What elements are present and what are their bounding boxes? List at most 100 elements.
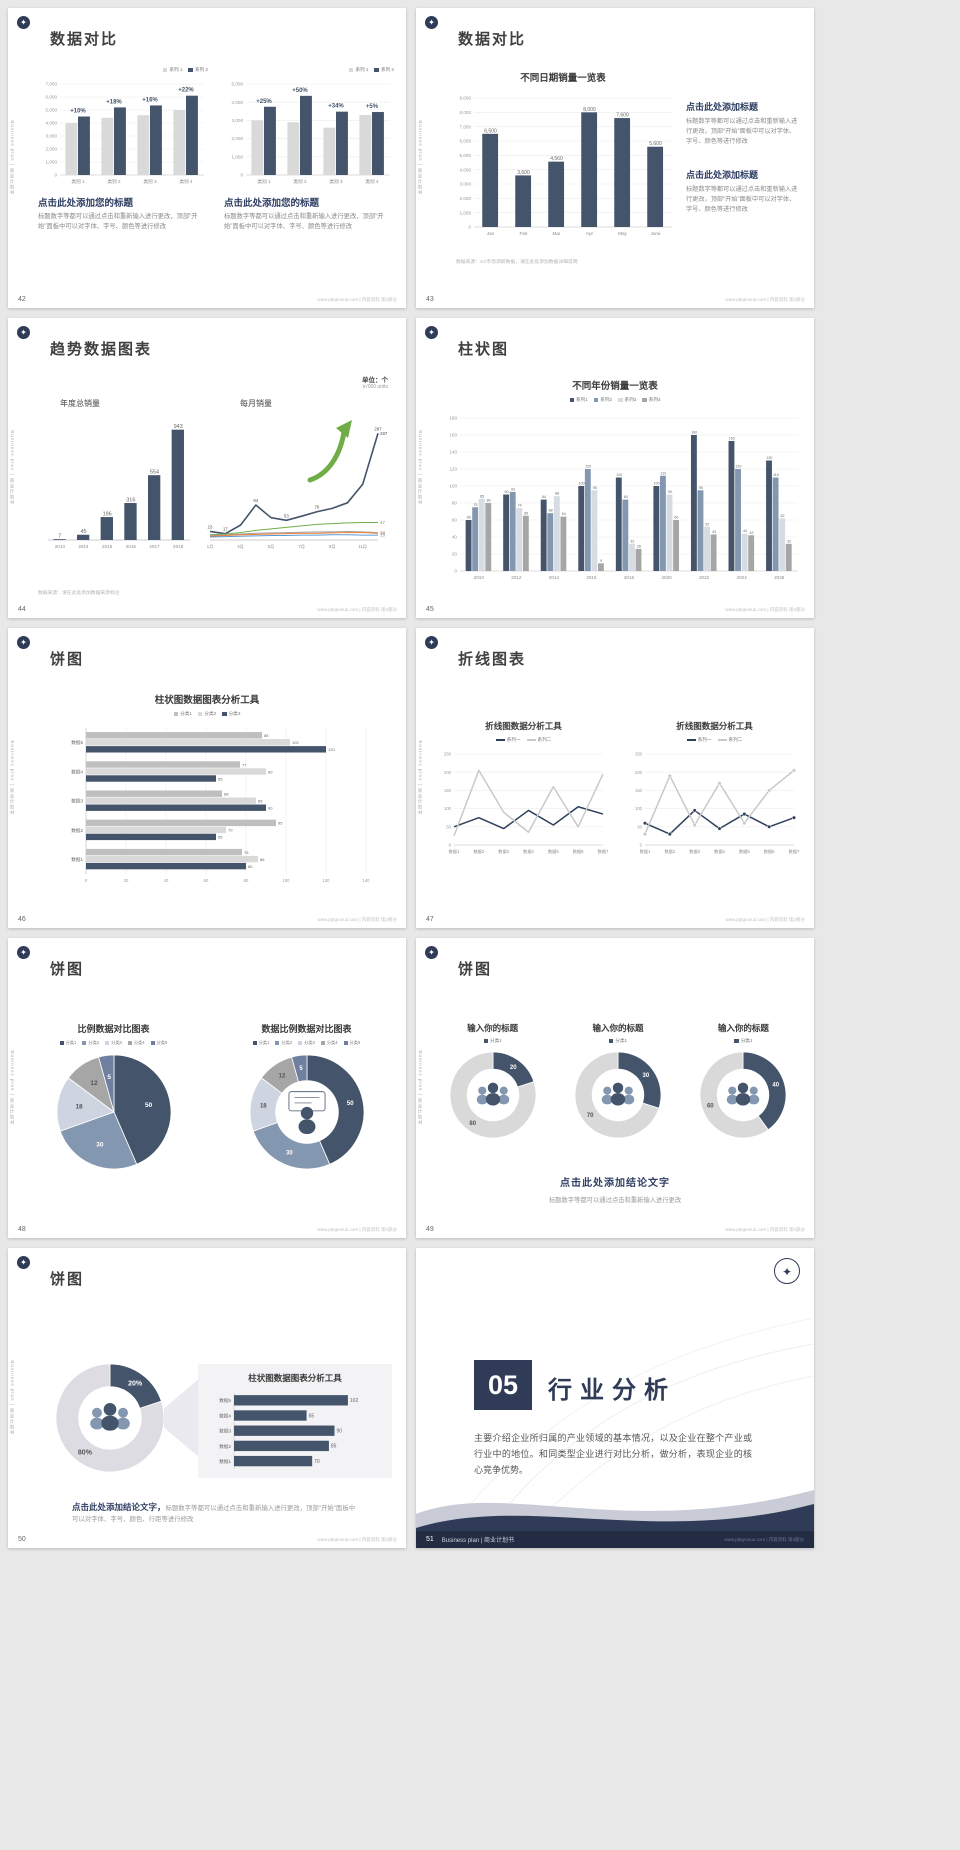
footer-text: www.pptgrosua.com | 内容资料 第2部分: [725, 1227, 805, 1232]
chart-title: 年度总销量: [60, 399, 100, 408]
svg-text:74: 74: [518, 504, 522, 508]
chart-legend: 分类1: [681, 1037, 806, 1045]
slide-46[interactable]: ✦ Business plan | 商业计划书 饼图 柱状图数据图表分析工具 分…: [8, 628, 406, 928]
grouped-bar-chart: 0 1,000 2,000 3,000 4,000 5,000 6,000 7,000 +10%…: [38, 74, 208, 186]
chart-panels: 折线图数据分析工具 系列一 系列二 0 50 100 150 200 250 数据1 数据2 数据…: [438, 720, 800, 856]
sidebar-vertical-text: Business plan | 商业计划书: [10, 740, 15, 816]
svg-text:84: 84: [624, 495, 628, 499]
svg-text:+16%: +16%: [142, 97, 158, 103]
panel-heading: 点击此处添加您的标题: [224, 198, 320, 209]
slide-43[interactable]: ✦ Business plan | 商业计划书 数据对比 不同日期销量一览表 0…: [416, 8, 814, 308]
chart-title: 不同日期销量一览表: [520, 73, 606, 84]
svg-text:数据1: 数据1: [640, 848, 651, 855]
svg-text:80%: 80%: [78, 1450, 93, 1457]
data-source-note: 数据来源：请在此处添加数据来源标注: [38, 591, 120, 596]
svg-text:5,000: 5,000: [232, 82, 244, 87]
funnel-shape: [164, 1378, 200, 1458]
svg-text:2,000: 2,000: [46, 147, 58, 152]
svg-text:11月: 11月: [358, 544, 367, 550]
page-number: 50: [18, 1536, 26, 1543]
page-number: 43: [426, 296, 434, 303]
brand-logo-icon: ✦: [17, 326, 30, 339]
svg-text:60: 60: [204, 878, 209, 883]
people-icon: [90, 1403, 130, 1431]
footer-text: www.pptgrosua.com | 内容资料 第2部分: [317, 297, 397, 302]
svg-text:9月: 9月: [329, 544, 336, 550]
chart-title: 不同年份销量一览表: [572, 381, 658, 392]
block-body-text: 标题数字等都可以通过点击和重新输入进行更改，顶部“开始”面板中可以对字体、字号、…: [686, 118, 798, 146]
svg-text:62: 62: [781, 514, 785, 518]
svg-text:65: 65: [218, 835, 223, 840]
side-text-blocks: 点击此处添加标题 标题数字等都可以通过点击和重新输入进行更改，顶部“开始”面板中…: [686, 100, 800, 215]
svg-text:0: 0: [240, 173, 243, 178]
chart-title: 输入你的标题: [467, 1023, 519, 1033]
svg-text:200: 200: [635, 770, 643, 775]
svg-text:160: 160: [449, 433, 457, 438]
svg-text:1,000: 1,000: [232, 154, 244, 159]
svg-text:100: 100: [444, 806, 452, 811]
svg-text:2,000: 2,000: [460, 196, 472, 201]
svg-text:112: 112: [660, 471, 666, 475]
footer-text: www.pptgrosua.com | 内容资料 第2部分: [317, 1227, 397, 1232]
svg-text:+10%: +10%: [70, 109, 86, 115]
slide-51[interactable]: ✦ 05 行业分析 主要介绍企业所归属的产业领域的基本情况，以及企业在整个产业或…: [416, 1248, 814, 1548]
svg-text:120: 120: [323, 878, 331, 883]
footer-label: Business plan | 商业计划书: [441, 1538, 515, 1544]
svg-text:18: 18: [75, 1104, 83, 1111]
donut-panel: 数据比例数据对比图表 分类1 分类2 分类3 分类4 分类5 50 30 18 12 5: [221, 1022, 392, 1173]
slide-49[interactable]: ✦ Business plan | 商业计划书 饼图 输入你的标题 分类1 20…: [416, 938, 814, 1238]
people-icon: [476, 1082, 509, 1106]
svg-text:9,000: 9,000: [460, 96, 472, 101]
svg-text:85: 85: [258, 799, 263, 804]
panel-heading: 点击此处添加您的标题: [38, 198, 134, 209]
svg-text:84: 84: [542, 495, 546, 499]
svg-text:数据7: 数据7: [598, 848, 609, 855]
svg-text:数据2: 数据2: [664, 848, 675, 855]
footer-text: www.pptgrosua.com | 内容资料 第2部分: [317, 917, 397, 922]
page-number: 48: [18, 1226, 26, 1233]
svg-text:20%: 20%: [128, 1380, 143, 1387]
svg-text:数据4: 数据4: [523, 848, 534, 855]
svg-text:70: 70: [228, 828, 233, 833]
svg-text:6,500: 6,500: [484, 128, 497, 134]
slide-47[interactable]: ✦ Business plan | 商业计划书 折线图表 折线图数据分析工具 系…: [416, 628, 814, 928]
slide-50[interactable]: ✦ Business plan | 商业计划书 饼图 20% 80% 柱状图数据图…: [8, 1248, 406, 1548]
slide-44[interactable]: ✦ Business plan | 商业计划书 趋势数据图表 单位：个 in'0…: [8, 318, 406, 618]
chart-panels: 比例数据对比图表 分类1 分类2 分类3 分类4 分类5 50 30 18 12 5 数据比例数…: [28, 1022, 392, 1173]
svg-text:140: 140: [449, 450, 457, 455]
conclusion-body-text: 标题数字等都可以通过点击和重新输入进行更改: [548, 1197, 682, 1204]
svg-text:7,000: 7,000: [460, 124, 472, 129]
chart-legend: 系列 1 系列 2: [224, 66, 394, 74]
svg-text:64: 64: [562, 512, 566, 516]
slide-45[interactable]: ✦ Business plan | 商业计划书 柱状图 不同年份销量一览表 系列…: [416, 318, 814, 618]
brand-logo-icon: ✦: [425, 16, 438, 29]
svg-text:2010: 2010: [474, 575, 485, 580]
svg-text:43: 43: [712, 530, 716, 534]
panel-body-text: 标题数字等都可以通过点击和重新输入进行更改，顶部“开始”面板中可以对字体、字号、…: [224, 213, 384, 231]
line-chart: 0 50 100 150 200 250 数据1 数据2 数据3 数据4 数据5 数据6 数据7: [629, 746, 800, 856]
page-number: 47: [426, 916, 434, 923]
slide-42[interactable]: ✦ Business plan | 商业计划书 数据对比 系列 1 系列 2 0 1…: [8, 8, 406, 308]
donut-chart: 20 80: [446, 1048, 540, 1142]
svg-text:40: 40: [452, 535, 458, 540]
svg-text:196: 196: [103, 512, 112, 518]
svg-text:4,000: 4,000: [232, 100, 244, 105]
svg-text:95: 95: [699, 486, 703, 490]
svg-text:2014: 2014: [549, 575, 560, 580]
svg-text:Feb: Feb: [520, 231, 528, 236]
svg-text:554: 554: [150, 470, 159, 476]
svg-text:13: 13: [380, 533, 385, 538]
svg-text:数据7: 数据7: [789, 848, 800, 855]
svg-text:+5%: +5%: [366, 104, 379, 110]
svg-text:18: 18: [380, 531, 385, 536]
svg-text:60: 60: [707, 1104, 714, 1110]
slide-48[interactable]: ✦ Business plan | 商业计划书 饼图 比例数据对比图表 分类1 分…: [8, 938, 406, 1238]
slide-footer-bar: 51 Business plan | 商业计划书 www.pptgrosua.c…: [416, 1531, 814, 1548]
svg-text:943: 943: [174, 424, 183, 430]
svg-text:180: 180: [449, 416, 457, 421]
analysis-panel: 柱状图数据图表分析工具 数据5 数据4 数据3 数据2 数据1 102 65 90 85 70: [198, 1364, 392, 1478]
svg-text:2017: 2017: [149, 544, 160, 549]
svg-text:2016: 2016: [126, 544, 137, 549]
svg-text:77: 77: [242, 762, 247, 767]
svg-text:5: 5: [299, 1066, 303, 1072]
